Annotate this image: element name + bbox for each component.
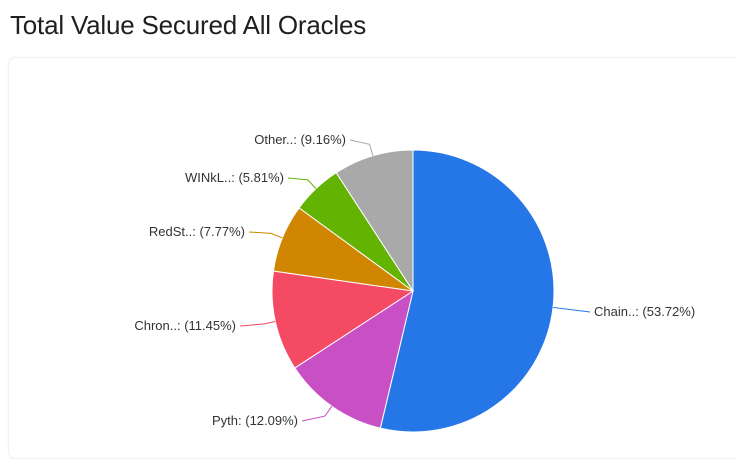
- page-title: Total Value Secured All Oracles: [10, 10, 367, 40]
- slice-label-1: Pyth: (12.09%): [212, 413, 298, 428]
- leader-line-2: [239, 320, 276, 327]
- pie-slice-1[interactable]: [294, 289, 414, 429]
- slice-label-5: Other..: (9.16%): [254, 132, 346, 147]
- slice-label-2: Chron..: (11.45%): [134, 318, 236, 333]
- pie-slice-5[interactable]: [335, 149, 414, 293]
- leader-line-5: [349, 139, 374, 156]
- pie-slice-2[interactable]: [271, 270, 415, 369]
- slice-label-4: WINkL..: (5.81%): [185, 170, 284, 185]
- slice-label-0: Chain..: (53.72%): [594, 304, 695, 319]
- leader-line-4: [287, 177, 317, 189]
- pie-chart: Chain..: (53.72%) Pyth: (12.09%) Chron..: …: [134, 132, 695, 433]
- leader-line-1: [301, 405, 333, 422]
- slice-label-3: RedSt..: (7.77%): [149, 224, 245, 239]
- leader-line-3: [248, 231, 283, 239]
- pie-slice-0[interactable]: [379, 149, 555, 433]
- leader-line-0: [552, 306, 591, 313]
